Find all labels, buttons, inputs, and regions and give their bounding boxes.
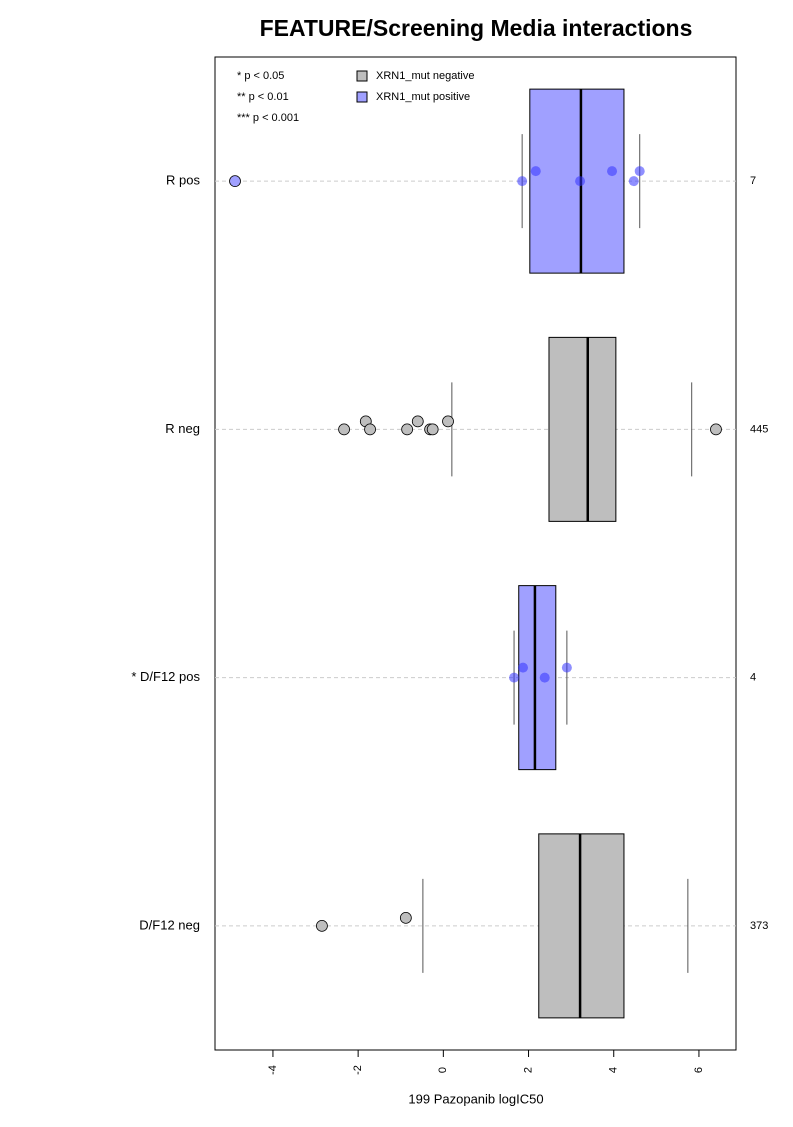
point [530, 166, 541, 177]
y-tick-label: R neg [165, 421, 200, 436]
y-tick-label: D/F12 neg [139, 917, 200, 932]
outlier [316, 919, 328, 932]
point [607, 166, 618, 177]
annotation: * p < 0.05 [237, 70, 284, 82]
chart-title: FEATURE/Screening Media interactions [260, 15, 693, 41]
legend-label: XRN1_mut positive [376, 91, 470, 103]
count-label: 445 [750, 423, 768, 435]
outlier [411, 415, 424, 428]
box [518, 585, 557, 771]
y-tick-label: * D/F12 pos [131, 669, 200, 684]
y-tick-label: R pos [166, 173, 200, 188]
annotation: ** p < 0.01 [237, 91, 289, 103]
x-tick-label: 6 [693, 1067, 705, 1073]
plot-frame [214, 56, 737, 1051]
outlier [710, 423, 722, 436]
count-label: 7 [750, 175, 756, 187]
point [517, 662, 528, 673]
outlier [401, 423, 414, 436]
outlier [364, 423, 376, 436]
count-label: 373 [750, 920, 768, 932]
legend-swatch [356, 91, 368, 103]
legend-swatch [356, 70, 368, 82]
outlier [399, 911, 412, 924]
point [575, 176, 586, 187]
count-label: 4 [750, 672, 756, 684]
x-tick-label: 0 [437, 1067, 449, 1073]
outlier [338, 423, 350, 436]
legend-label: XRN1_mut negative [376, 70, 474, 82]
x-tick-label: 2 [522, 1067, 534, 1073]
x-tick-label: -2 [352, 1065, 364, 1075]
point [561, 662, 572, 673]
outlier [442, 415, 454, 428]
box [548, 336, 617, 522]
outlier [229, 175, 241, 188]
point [628, 176, 639, 187]
box [538, 833, 625, 1019]
outlier [426, 423, 439, 436]
point [634, 166, 645, 177]
x-tick-label: 4 [608, 1067, 620, 1073]
box [529, 88, 625, 274]
x-axis-label: 199 Pazopanib logIC50 [408, 1091, 543, 1106]
point [517, 176, 528, 187]
point [539, 672, 550, 683]
point [509, 672, 520, 683]
x-tick-label: -4 [267, 1065, 279, 1075]
annotation: *** p < 0.001 [237, 112, 299, 124]
